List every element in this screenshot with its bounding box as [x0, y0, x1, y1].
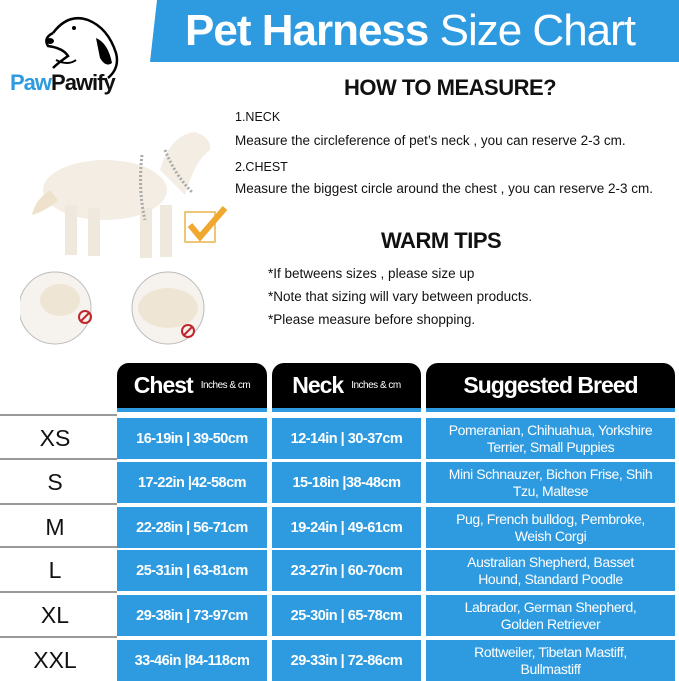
neck-measurement: 23-27in | 60-70cm	[272, 550, 421, 591]
chest-instruction: Measure the biggest circle around the ch…	[235, 181, 653, 196]
chest-measurement: 17-22in |42-58cm	[117, 462, 267, 503]
page-title: Pet Harness Size Chart	[185, 6, 636, 55]
column-header-breed: Suggested Breed	[426, 363, 675, 412]
row-divider	[0, 636, 117, 638]
how-to-measure-heading: HOW TO MEASURE?	[344, 75, 557, 100]
column-header-chest: Chest Inches & cm	[117, 363, 267, 412]
column-header-neck: Neck Inches & cm	[272, 363, 421, 412]
size-label: XXL	[33, 647, 77, 673]
size-label: S	[47, 469, 63, 495]
neck-label: 1.NECK	[235, 110, 281, 124]
chest-measurement: 33-46in |84-118cm	[117, 640, 267, 681]
suggested-breed: Australian Shepherd, Basset Hound, Stand…	[426, 550, 675, 591]
row-divider	[0, 503, 117, 505]
suggested-breed: Mini Schnauzer, Bichon Frise, Shih Tzu, …	[426, 462, 675, 503]
row-divider	[0, 414, 117, 416]
neck-measurement: 25-30in | 65-78cm	[272, 595, 421, 636]
size-label: M	[45, 514, 65, 540]
size-chart-table: Chest Inches & cm Neck Inches & cm Suggest…	[0, 363, 679, 681]
neck-instruction: Measure the circleference of pet’s neck …	[235, 133, 626, 148]
title-banner	[150, 0, 679, 62]
dog-logo-icon	[45, 16, 119, 79]
brand-logo: PawPawify	[10, 70, 116, 95]
chest-label: 2.CHEST	[235, 160, 288, 174]
suggested-breed: Labrador, German Shepherd, Golden Retrie…	[426, 595, 675, 636]
suggested-breed: Pug, French bulldog, Pembroke, Weish Cor…	[426, 507, 675, 548]
row-divider	[0, 458, 117, 460]
size-label: XS	[39, 425, 71, 451]
neck-measurement: 29-33in | 72-86cm	[272, 640, 421, 681]
chest-measurement: 22-28in | 56-71cm	[117, 507, 267, 548]
row-divider	[0, 591, 117, 593]
chest-measurement: 25-31in | 63-81cm	[117, 550, 267, 591]
suggested-breed: Pomeranian, Chihuahua, Yorkshire Terrier…	[426, 418, 675, 459]
size-label: XL	[40, 602, 70, 628]
warm-tips-heading: WARM TIPS	[381, 228, 502, 253]
chest-measurement: 16-19in | 39-50cm	[117, 418, 267, 459]
chest-measurement: 29-38in | 73-97cm	[117, 595, 267, 636]
tip-3: *Please measure before shopping.	[268, 312, 476, 327]
neck-measurement: 15-18in |38-48cm	[272, 462, 421, 503]
tip-2: *Note that sizing will vary between prod…	[268, 289, 533, 304]
tip-1: *If betweens sizes , please size up	[268, 266, 475, 281]
neck-measurement: 12-14in | 30-37cm	[272, 418, 421, 459]
dog-harness-illustration	[20, 132, 228, 345]
neck-measurement: 19-24in | 49-61cm	[272, 507, 421, 548]
row-divider	[0, 546, 117, 548]
suggested-breed: Rottweiler, Tibetan Mastiff, Bullmastiff	[426, 640, 675, 681]
size-label: L	[48, 557, 62, 583]
